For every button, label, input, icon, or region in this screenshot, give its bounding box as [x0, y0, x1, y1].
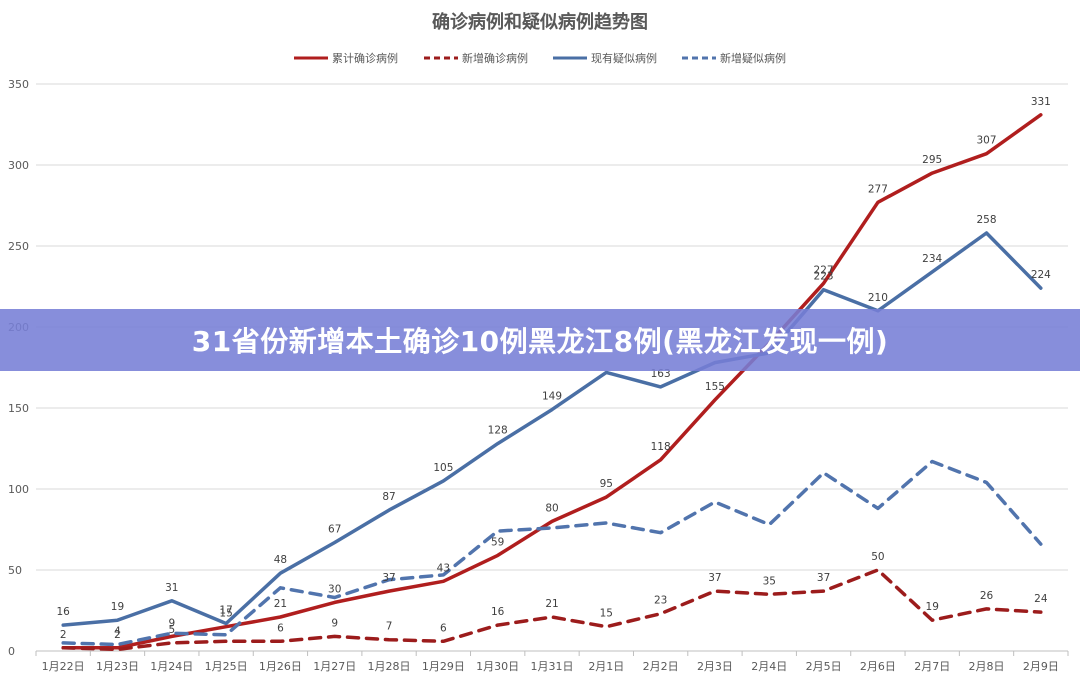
- data-label: 128: [488, 425, 508, 437]
- series-line-1: [61, 568, 1043, 652]
- x-tick-label: 1月27日: [313, 660, 356, 673]
- data-label: 19: [111, 601, 124, 613]
- data-label: 6: [277, 622, 284, 634]
- data-label: 24: [1034, 593, 1048, 605]
- data-label: 59: [491, 536, 504, 548]
- data-label: 50: [871, 551, 884, 563]
- data-label: 5: [168, 624, 175, 636]
- data-label: 210: [868, 292, 888, 304]
- data-label: 15: [600, 608, 613, 620]
- data-label: 149: [542, 391, 562, 403]
- data-label: 43: [437, 562, 450, 574]
- data-label: 227: [814, 264, 834, 276]
- x-tick-label: 2月7日: [914, 660, 950, 673]
- x-tick-label: 1月26日: [259, 660, 302, 673]
- data-label: 223: [814, 271, 834, 283]
- y-tick-label: 250: [8, 240, 29, 253]
- data-label: 80: [545, 502, 558, 514]
- x-tick-label: 2月3日: [697, 660, 733, 673]
- x-tick-label: 1月29日: [422, 660, 465, 673]
- data-label: 16: [56, 606, 70, 618]
- x-tick-label: 2月4日: [751, 660, 787, 673]
- data-label: 35: [763, 575, 776, 587]
- x-tick-label: 1月25日: [205, 660, 248, 673]
- data-label: 37: [817, 572, 830, 584]
- y-tick-label: 350: [8, 78, 29, 91]
- y-tick-label: 100: [8, 483, 29, 496]
- data-label: 155: [705, 381, 725, 393]
- data-label: 9: [331, 617, 338, 629]
- series-line-3: [61, 459, 1043, 647]
- headline-text: 31省份新增本土确诊10例黑龙江8例(黑龙江发现一例): [191, 325, 889, 358]
- data-label: 95: [600, 478, 613, 490]
- data-label: 105: [433, 462, 453, 474]
- data-label: 15: [219, 608, 232, 620]
- x-tick-label: 1月22日: [42, 660, 85, 673]
- series-line-0: [61, 113, 1043, 650]
- data-label: 19: [926, 601, 939, 613]
- data-label: 21: [545, 598, 558, 610]
- y-tick-label: 150: [8, 402, 29, 415]
- x-tick-label: 2月5日: [806, 660, 842, 673]
- x-tick-label: 1月28日: [368, 660, 411, 673]
- x-tick-label: 1月23日: [96, 660, 139, 673]
- data-label: 30: [328, 583, 341, 595]
- data-label: 331: [1031, 96, 1051, 108]
- data-label: 16: [491, 606, 505, 618]
- data-label: 17: [219, 604, 232, 616]
- data-label: 118: [651, 441, 671, 453]
- x-tick-label: 2月1日: [588, 660, 624, 673]
- data-label: 258: [977, 214, 997, 226]
- data-label: 4: [114, 626, 121, 638]
- y-tick-label: 300: [8, 159, 29, 172]
- data-label: 234: [922, 253, 942, 265]
- x-tick-label: 2月9日: [1023, 660, 1059, 673]
- data-label: 295: [922, 154, 942, 166]
- data-label: 9: [168, 617, 175, 629]
- data-label: 7: [386, 621, 393, 633]
- x-tick-label: 1月30日: [476, 660, 519, 673]
- data-label: 307: [977, 135, 997, 147]
- data-label: 37: [382, 572, 395, 584]
- legend-entry: 新增确诊病例: [462, 51, 528, 65]
- y-tick-label: 50: [8, 564, 22, 577]
- legend-entry: 新增疑似病例: [720, 51, 786, 65]
- data-label: 23: [654, 595, 667, 607]
- legend-entry: 现有疑似病例: [591, 51, 657, 65]
- headline-banner: 31省份新增本土确诊10例黑龙江8例(黑龙江发现一例): [0, 309, 1080, 371]
- data-label: 21: [274, 598, 287, 610]
- y-tick-label: 0: [8, 645, 15, 658]
- data-label: 31: [165, 582, 178, 594]
- series-line-2: [61, 231, 1043, 627]
- data-label: 87: [382, 491, 395, 503]
- x-tick-label: 2月6日: [860, 660, 896, 673]
- x-tick-label: 1月24日: [150, 660, 193, 673]
- x-tick-label: 1月31日: [531, 660, 574, 673]
- data-label: 26: [980, 590, 994, 602]
- data-label: 48: [274, 554, 287, 566]
- data-label: 37: [708, 572, 721, 584]
- x-tick-label: 2月2日: [643, 660, 679, 673]
- data-label: 2: [114, 629, 121, 641]
- data-label: 2: [60, 629, 67, 641]
- data-label: 277: [868, 183, 888, 195]
- legend-entry: 累计确诊病例: [332, 51, 398, 65]
- data-label: 6: [440, 622, 447, 634]
- data-label: 224: [1031, 269, 1051, 281]
- x-tick-label: 2月8日: [969, 660, 1005, 673]
- chart-title: 确诊病例和疑似病例趋势图: [432, 11, 648, 33]
- data-label: 67: [328, 523, 341, 535]
